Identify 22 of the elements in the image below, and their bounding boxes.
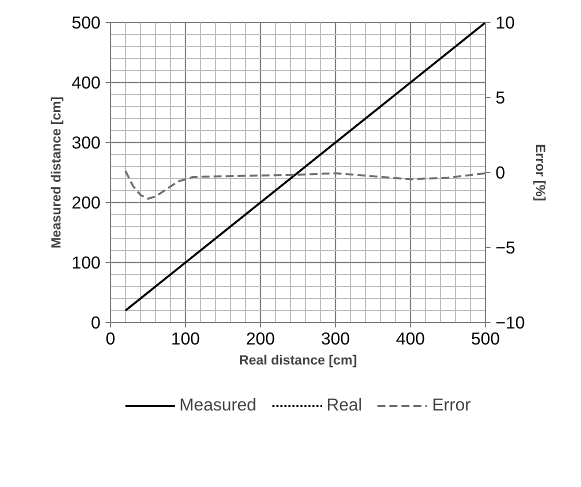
- y2-tick-label: 5: [496, 88, 506, 108]
- y-tick-label: 200: [72, 192, 101, 212]
- x-tick-label: 400: [396, 328, 425, 348]
- x-axis-title: Real distance [cm]: [239, 352, 357, 368]
- legend-label: Error: [432, 394, 471, 416]
- y-tick-label: 500: [72, 12, 101, 32]
- y2-tick-label: 0: [496, 162, 506, 182]
- legend-label: Real: [326, 394, 362, 416]
- y2-axis-title: Error [%]: [532, 144, 548, 202]
- y-axis-title: Measured distance [cm]: [48, 96, 64, 248]
- y-tick-label: 400: [72, 72, 101, 92]
- legend-label: Measured: [179, 394, 256, 416]
- y-tick-label: 100: [72, 252, 101, 272]
- y2-tick-label: −5: [496, 238, 516, 258]
- y-tick-label: 300: [72, 132, 101, 152]
- x-tick-label: 100: [171, 328, 200, 348]
- y-tick-label: 0: [90, 312, 101, 332]
- x-tick-label: 200: [246, 328, 275, 348]
- x-tick-label: 300: [321, 328, 350, 348]
- y2-tick-label: 10: [496, 12, 515, 32]
- line-series: [124, 170, 486, 200]
- x-tick-label: 0: [106, 328, 116, 348]
